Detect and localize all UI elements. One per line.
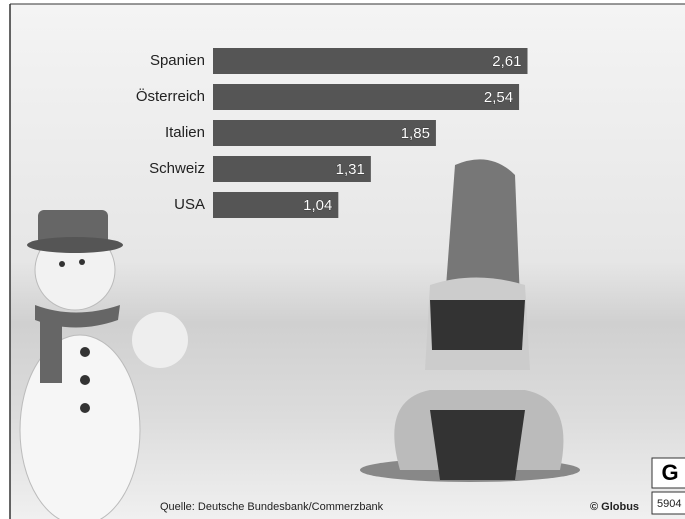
category-label: Schweiz	[149, 160, 205, 177]
value-label: 1,31	[336, 161, 365, 178]
value-label: 1,04	[303, 197, 332, 214]
category-label: Österreich	[136, 87, 205, 105]
bar	[213, 84, 519, 110]
category-label: Italien	[165, 124, 205, 141]
value-label: 2,61	[492, 53, 521, 70]
value-label: 2,54	[484, 89, 513, 106]
category-label: USA	[174, 196, 205, 213]
source: Quelle: Deutsche Bundesbank/Commerzbank	[160, 501, 384, 513]
copyright: © Globus	[590, 501, 639, 513]
page: Quelle: Deutsche Bundesbank/Commerzbank …	[0, 0, 685, 519]
value-label: 1,85	[401, 125, 430, 142]
category-label: Spanien	[150, 52, 205, 69]
chart: Quelle: Deutsche Bundesbank/Commerzbank …	[0, 0, 685, 519]
bar	[213, 48, 528, 74]
graphic-number: 5904	[657, 498, 681, 510]
logo: G	[661, 460, 678, 485]
